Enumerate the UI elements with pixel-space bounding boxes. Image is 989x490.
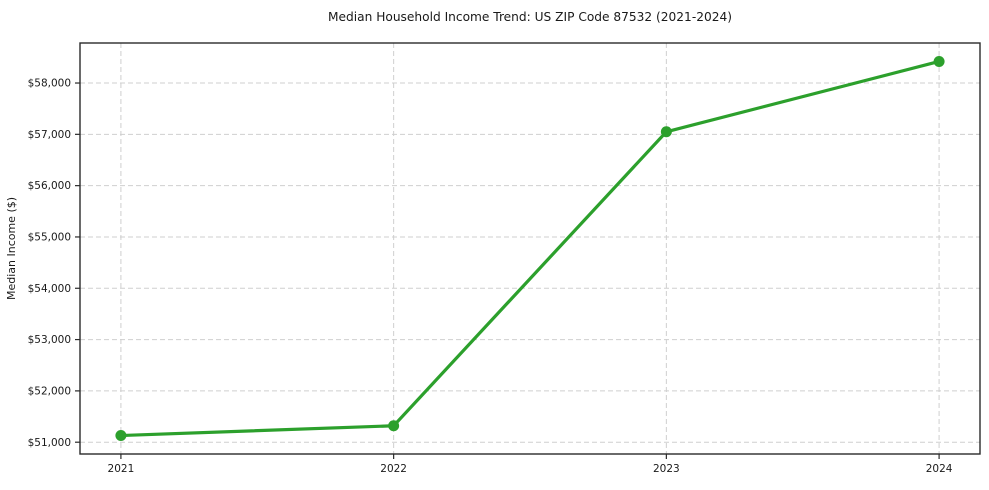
y-tick-label: $58,000 — [28, 78, 71, 90]
y-axis-label: Median Income ($) — [5, 197, 18, 300]
chart-title: Median Household Income Trend: US ZIP Co… — [328, 10, 732, 24]
gridlines — [80, 43, 980, 454]
tick-marks — [75, 82, 940, 459]
y-tick-label: $51,000 — [28, 437, 71, 449]
data-point — [660, 126, 672, 138]
y-tick-label: $56,000 — [28, 180, 71, 192]
data-point — [933, 55, 945, 67]
plot-border — [79, 42, 981, 455]
tick-labels: $51,000 $52,000 $53,000 $54,000 $55,000 $56,0… — [28, 78, 953, 475]
y-tick-label: $57,000 — [28, 129, 71, 141]
y-tick-label: $53,000 — [28, 334, 71, 346]
x-tick-label: 2022 — [380, 463, 407, 475]
x-tick-label: 2021 — [108, 463, 135, 475]
y-tick-label: $54,000 — [28, 283, 71, 295]
data-series — [115, 55, 945, 442]
data-point — [388, 420, 400, 432]
data-line — [119, 59, 941, 438]
y-tick-label: $55,000 — [28, 232, 71, 244]
x-tick-label: 2024 — [926, 463, 953, 475]
data-point — [115, 430, 127, 442]
x-tick-label: 2023 — [653, 463, 680, 475]
y-tick-label: $52,000 — [28, 385, 71, 397]
